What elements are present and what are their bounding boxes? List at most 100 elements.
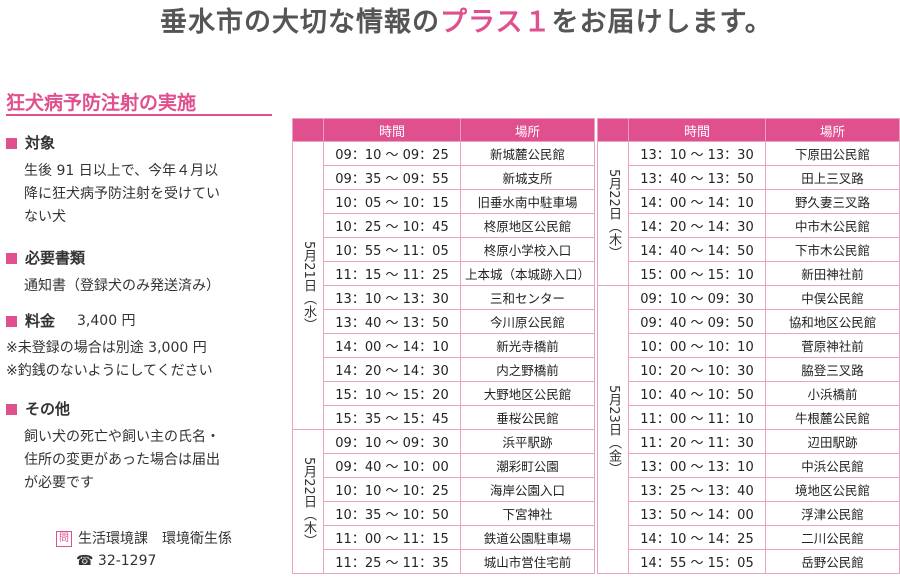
place-cell: 柊原地区公民館 (460, 213, 595, 238)
time-cell: 13：40 〜 13：50 (628, 165, 766, 190)
place-cell: 下宮神社 (460, 501, 595, 526)
place-cell: 柊原小学校入口 (460, 237, 595, 262)
info-other: その他 飼い犬の死亡や飼い主の氏名・ 住所の変更があった場合は届出 が必要です (6, 398, 276, 495)
time-cell: 14：40 〜 14：50 (628, 237, 766, 262)
info-target: 対象 生後 91 日以上で、今年４月以 降に狂犬病予防注射を受けてい ない犬 (6, 132, 276, 229)
place-cell: 潮彩町公園 (460, 453, 595, 478)
headline-accent: プラス１ (440, 7, 552, 38)
time-cell: 09：40 〜 10：00 (323, 453, 461, 478)
schedule-row: 14：55 〜 15：05 岳野公民館 (598, 549, 900, 574)
time-cell: 10：10 〜 10：25 (323, 477, 461, 502)
time-cell: 10：00 〜 10：10 (628, 333, 766, 358)
place-cell: 下市木公民館 (765, 237, 900, 262)
place-cell: 新城支所 (460, 165, 595, 190)
schedule-row: 10：20 〜 10：30 脇登三叉路 (598, 357, 900, 382)
place-cell: 旧垂水南中駐車場 (460, 189, 595, 214)
time-cell: 09：10 〜 09：30 (628, 285, 766, 310)
headline-prefix: 垂水市の大切な情報の (160, 7, 440, 38)
documents-heading: 必要書類 (6, 247, 276, 270)
schedule-row: 14：20 〜 14：30 中市木公民館 (598, 213, 900, 238)
contact-department: 生活環境課 環境衛生係 (78, 531, 232, 547)
schedule-row: 10：55 〜 11：05 柊原小学校入口 (293, 237, 595, 262)
time-cell: 14：10 〜 14：25 (628, 525, 766, 550)
place-cell: 新光寺橋前 (460, 333, 595, 358)
documents-text: 通知書（登録犬のみ発送済み） (24, 278, 220, 294)
inquiry-icon: 問 (56, 531, 72, 547)
section-title: 狂犬病予防注射の実施 (6, 92, 197, 114)
schedule-row: 13：00 〜 13：10 中浜公民館 (598, 453, 900, 478)
time-cell: 10：25 〜 10：45 (323, 213, 461, 238)
headline-suffix: をお届けします。 (551, 7, 773, 38)
time-cell: 13：10 〜 13：30 (323, 285, 461, 310)
contact-phone: 32-1297 (97, 553, 157, 569)
schedule-row: 09：40 〜 10：00 潮彩町公園 (293, 453, 595, 478)
place-cell: 脇登三叉路 (765, 357, 900, 382)
fee-value: 3,400 円 (77, 313, 136, 329)
time-cell: 11：15 〜 11：25 (323, 261, 461, 286)
target-line: 生後 91 日以上で、今年４月以 (24, 163, 219, 179)
time-cell: 13：00 〜 13：10 (628, 453, 766, 478)
time-cell: 10：40 〜 10：50 (628, 381, 766, 406)
date-header (292, 118, 324, 142)
place-cell: 三和センター (460, 285, 595, 310)
schedule-row: 09：40 〜 09：50 協和地区公民館 (598, 309, 900, 334)
schedule-row: 15：10 〜 15：20 大野地区公民館 (293, 381, 595, 406)
time-header: 時間 (323, 118, 461, 142)
schedule-row: 11：15 〜 11：25 上本城（本城跡入口） (293, 261, 595, 286)
square-bullet-icon (6, 253, 17, 264)
time-cell: 09：10 〜 09：30 (323, 429, 461, 454)
place-cell: 小浜橋前 (765, 381, 900, 406)
time-cell: 11：00 〜 11：10 (628, 405, 766, 430)
place-cell: 牛根麓公民館 (765, 405, 900, 430)
schedule-row: 14：40 〜 14：50 下市木公民館 (598, 237, 900, 262)
other-line: が必要です (24, 475, 94, 491)
section-divider (6, 114, 272, 116)
time-cell: 10：35 〜 10：50 (323, 501, 461, 526)
schedule-row: 10：00 〜 10：10 菅原神社前 (598, 333, 900, 358)
place-cell: 田上三叉路 (765, 165, 900, 190)
place-cell: 中市木公民館 (765, 213, 900, 238)
schedule-table-right: 時間 場所 5月22日（木） 13：10 〜 13：30 下原田公民館 13：40 〜… (597, 118, 900, 574)
place-cell: 海岸公園入口 (460, 477, 595, 502)
time-cell: 13：40 〜 13：50 (323, 309, 461, 334)
schedule-row: 13：50 〜 14：00 浮津公民館 (598, 501, 900, 526)
schedule-row: 15：00 〜 15：10 新田神社前 (598, 261, 900, 286)
time-cell: 14：55 〜 15：05 (628, 549, 766, 574)
place-cell: 城山市営住宅前 (460, 549, 595, 574)
time-cell: 14：20 〜 14：30 (628, 213, 766, 238)
schedule-row: 11：00 〜 11：15 鉄道公園駐車場 (293, 525, 595, 550)
place-cell: 新田神社前 (765, 261, 900, 286)
schedule-row: 14：20 〜 14：30 内之野橋前 (293, 357, 595, 382)
square-bullet-icon (6, 404, 17, 415)
schedule-row: 11：25 〜 11：35 城山市営住宅前 (293, 549, 595, 574)
time-cell: 13：50 〜 14：00 (628, 501, 766, 526)
fee-note: ※釣銭のないようにしてください (6, 363, 213, 379)
time-cell: 13：25 〜 13：40 (628, 477, 766, 502)
place-header: 場所 (765, 118, 900, 142)
place-cell: 大野地区公民館 (460, 381, 595, 406)
time-cell: 14：00 〜 14：10 (323, 333, 461, 358)
place-cell: 上本城（本城跡入口） (460, 261, 595, 286)
schedule-row: 13：10 〜 13：30 三和センター (293, 285, 595, 310)
place-cell: 浮津公民館 (765, 501, 900, 526)
date-cell: 5月22日（木） (597, 141, 629, 286)
square-bullet-icon (6, 138, 17, 149)
other-line: 住所の変更があった場合は届出 (24, 452, 220, 468)
target-line: 降に狂犬病予防注射を受けてい (24, 186, 220, 202)
place-cell: 野久妻三叉路 (765, 189, 900, 214)
info-fee: 料金 3,400 円 ※未登録の場合は別途 3,000 円 ※釣銭のないようにして… (6, 310, 276, 383)
place-cell: 浜平駅跡 (460, 429, 595, 454)
schedule-row: 14：00 〜 14：10 新光寺橋前 (293, 333, 595, 358)
time-cell: 09：40 〜 09：50 (628, 309, 766, 334)
time-cell: 10：20 〜 10：30 (628, 357, 766, 382)
place-header: 場所 (460, 118, 595, 142)
other-heading: その他 (6, 398, 276, 421)
time-cell: 15：35 〜 15：45 (323, 405, 461, 430)
schedule-row: 10：25 〜 10：45 柊原地区公民館 (293, 213, 595, 238)
time-cell: 15：10 〜 15：20 (323, 381, 461, 406)
time-cell: 10：55 〜 11：05 (323, 237, 461, 262)
place-cell: 辺田駅跡 (765, 429, 900, 454)
time-cell: 11：00 〜 11：15 (323, 525, 461, 550)
date-cell: 5月21日（水） (292, 141, 324, 430)
schedule-row: 15：35 〜 15：45 垂桜公民館 (293, 405, 595, 430)
